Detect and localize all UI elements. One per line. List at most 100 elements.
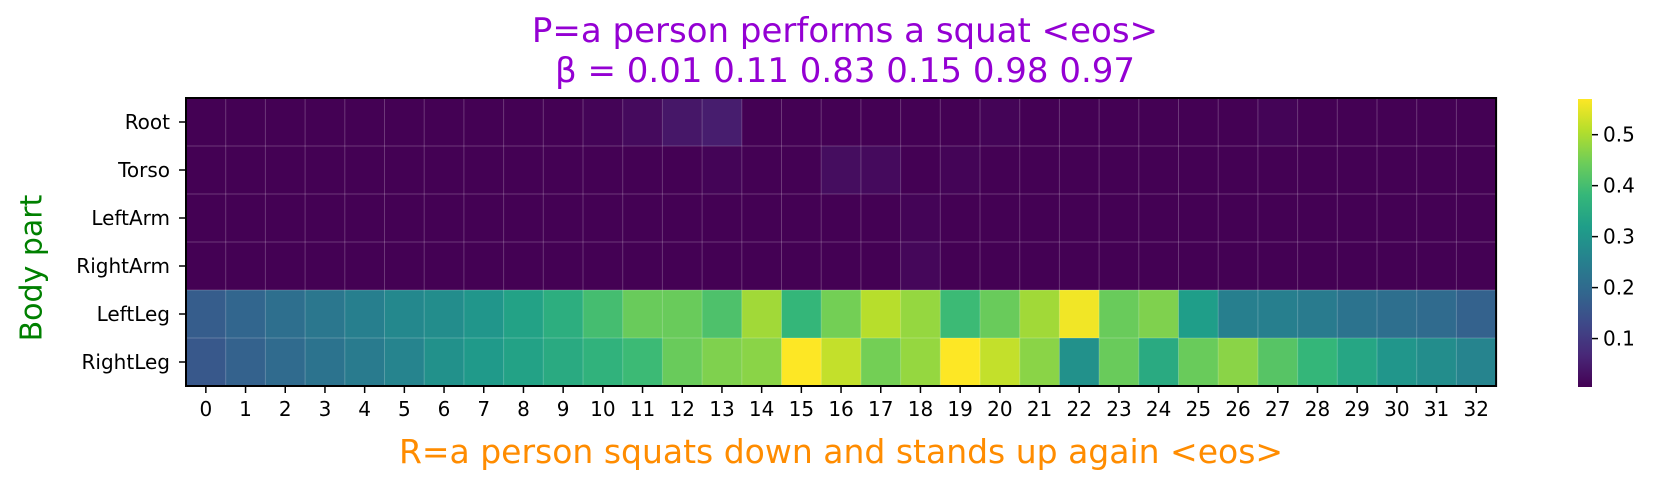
heatmap-cell xyxy=(1377,242,1418,291)
heatmap-cell xyxy=(1297,98,1338,147)
heatmap-cell xyxy=(1059,338,1100,387)
heatmap-cell xyxy=(1218,290,1259,339)
heatmap-cell xyxy=(1019,338,1060,387)
heatmap-cell xyxy=(1456,242,1497,291)
heatmap-cell xyxy=(662,146,703,195)
heatmap-cell xyxy=(503,98,544,147)
heatmap-cell xyxy=(543,98,584,147)
heatmap-cell xyxy=(662,338,703,387)
heatmap-cell xyxy=(980,146,1021,195)
x-tick-label: 17 xyxy=(868,397,893,421)
y-tick-label: RightArm xyxy=(76,254,170,278)
heatmap-cell xyxy=(662,290,703,339)
heatmap-cell xyxy=(1218,242,1259,291)
heatmap-cell xyxy=(741,242,783,291)
x-tick-label: 23 xyxy=(1106,397,1131,421)
heatmap-cell xyxy=(900,194,941,243)
heatmap-cell xyxy=(1138,242,1180,291)
heatmap-cell xyxy=(1337,290,1378,339)
heatmap-cell xyxy=(900,290,941,339)
heatmap-cell xyxy=(1019,194,1060,243)
heatmap-cell xyxy=(344,290,386,339)
heatmap-cell xyxy=(1337,98,1378,147)
x-tick-label: 1 xyxy=(239,397,252,421)
x-tick-label: 19 xyxy=(947,397,972,421)
heatmap-cell xyxy=(781,290,822,339)
heatmap-cell xyxy=(265,194,306,243)
heatmap-cell xyxy=(622,338,663,387)
heatmap-cell xyxy=(1377,194,1418,243)
x-tick-label: 25 xyxy=(1186,397,1211,421)
heatmap-cell xyxy=(1138,146,1180,195)
heatmap-cell xyxy=(900,242,941,291)
heatmap-cell xyxy=(702,242,743,291)
heatmap-cell xyxy=(503,338,544,387)
heatmap-cell xyxy=(384,290,425,339)
heatmap-cell xyxy=(1257,194,1299,243)
heatmap-cell xyxy=(503,290,544,339)
heatmap-cell xyxy=(1257,290,1299,339)
heatmap-cell xyxy=(583,290,624,339)
x-tick-label: 32 xyxy=(1464,397,1489,421)
heatmap-cell xyxy=(305,146,346,195)
heatmap-cell xyxy=(1099,98,1140,147)
heatmap-cell xyxy=(1257,338,1299,387)
heatmap-cell xyxy=(860,338,902,387)
heatmap-cell xyxy=(860,98,902,147)
heatmap-cell xyxy=(1138,194,1180,243)
heatmap-cell xyxy=(1456,290,1497,339)
heatmap-cell xyxy=(463,338,505,387)
x-tick-label: 21 xyxy=(1027,397,1052,421)
heatmap-cell xyxy=(305,338,346,387)
heatmap-cell xyxy=(1456,98,1497,147)
heatmap-cell xyxy=(424,338,465,387)
heatmap-cell xyxy=(860,290,902,339)
heatmap-cell xyxy=(265,290,306,339)
heatmap-cell xyxy=(424,194,465,243)
heatmap-cell xyxy=(741,98,783,147)
heatmap-cell xyxy=(622,242,663,291)
heatmap-cell xyxy=(1019,290,1060,339)
heatmap-cell xyxy=(1099,242,1140,291)
heatmap-cell xyxy=(583,146,624,195)
heatmap-cell xyxy=(1178,338,1219,387)
heatmap-cell xyxy=(622,290,663,339)
heatmap-cell xyxy=(1059,242,1100,291)
heatmap-cell xyxy=(305,194,346,243)
colorbar-tick-label: 0.1 xyxy=(1603,327,1635,351)
heatmap-cell xyxy=(265,98,306,147)
heatmap-cell xyxy=(1337,338,1378,387)
x-tick-label: 20 xyxy=(987,397,1012,421)
x-tick-label: 24 xyxy=(1146,397,1171,421)
x-tick-label: 26 xyxy=(1225,397,1250,421)
heatmap-cell xyxy=(622,98,663,147)
x-tick-label: 9 xyxy=(557,397,570,421)
heatmap-cell xyxy=(1377,290,1418,339)
heatmap-cell xyxy=(860,194,902,243)
heatmap-cell xyxy=(1099,290,1140,339)
heatmap-cell xyxy=(503,242,544,291)
x-tick-label: 10 xyxy=(590,397,615,421)
heatmap-cell xyxy=(1297,242,1338,291)
heatmap-cell xyxy=(940,290,981,339)
heatmap-cell xyxy=(305,290,346,339)
heatmap-cell xyxy=(1099,338,1140,387)
x-tick-label: 11 xyxy=(630,397,655,421)
heatmap-cell xyxy=(1297,194,1338,243)
heatmap-cells xyxy=(186,98,1497,387)
heatmap-cell xyxy=(821,194,862,243)
heatmap-cell xyxy=(1138,98,1180,147)
heatmap-cell xyxy=(1178,146,1219,195)
x-tick-label: 22 xyxy=(1067,397,1092,421)
chart-subtitle: β = 0.01 0.11 0.83 0.15 0.98 0.97 xyxy=(554,51,1136,91)
heatmap-cell xyxy=(1178,98,1219,147)
x-tick-label: 12 xyxy=(670,397,695,421)
x-tick-label: 27 xyxy=(1265,397,1290,421)
y-tick-label: Torso xyxy=(117,158,170,182)
heatmap-cell xyxy=(980,98,1021,147)
heatmap-cell xyxy=(1138,338,1180,387)
heatmap-cell xyxy=(186,98,227,147)
heatmap-cell xyxy=(424,290,465,339)
y-tick-label: LeftLeg xyxy=(97,302,170,326)
heatmap-cell xyxy=(503,194,544,243)
